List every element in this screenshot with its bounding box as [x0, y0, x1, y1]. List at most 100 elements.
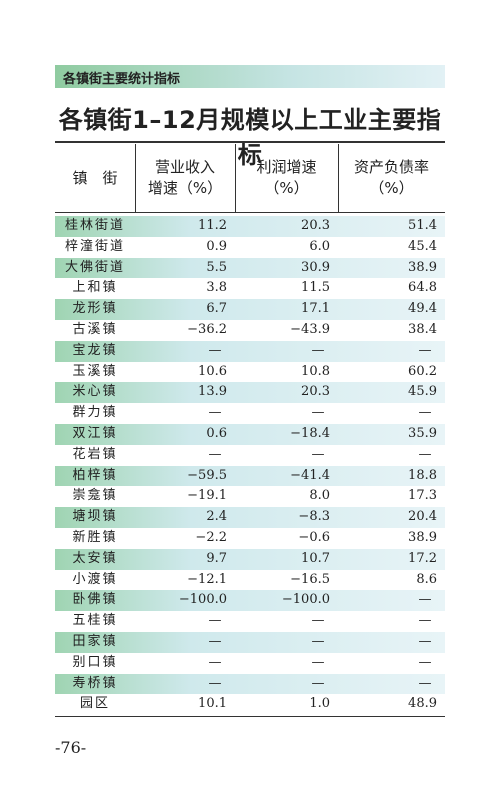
table-cell: −18.4	[290, 426, 330, 441]
table-row: 花岩镇 — — —	[55, 445, 445, 466]
table-cell: —	[208, 675, 222, 691]
table-cell: —	[311, 654, 325, 670]
table-row: 太安镇 9.7 10.7 17.2	[55, 548, 445, 570]
header-line: （%）	[264, 179, 309, 197]
table-row: 群力镇 — — —	[55, 403, 445, 424]
table-cell: —	[208, 654, 222, 670]
table-cell: −8.3	[298, 509, 330, 525]
table-cell: —	[418, 634, 432, 649]
table-row: 五桂镇 — — —	[55, 611, 445, 632]
table-cell: −0.6	[298, 530, 330, 545]
row-name: 小渡镇	[72, 571, 118, 587]
table-cell: 8.0	[309, 488, 330, 504]
row-name: 别口镇	[72, 654, 118, 670]
table-row: 别口镇 — — —	[55, 653, 445, 674]
table-cell: —	[418, 446, 432, 462]
table-cell: 45.4	[408, 238, 437, 254]
row-name: 龙形镇	[72, 301, 118, 317]
header-line: 营业收入	[154, 158, 215, 176]
table-cell: 20.3	[301, 218, 330, 233]
row-name: 双江镇	[72, 426, 118, 441]
table-cell: 35.9	[408, 426, 437, 441]
row-name: 崇龛镇	[72, 488, 118, 504]
row-name: 卧佛镇	[72, 592, 118, 608]
table-row: 小渡镇 −12.1 −16.5 8.6	[55, 570, 445, 591]
row-name: 新胜镇	[72, 530, 118, 545]
table-cell: 45.9	[408, 384, 437, 400]
table-title: 各镇街1–12月规模以上工业主要指标	[58, 106, 442, 169]
table-cell: —	[311, 634, 325, 649]
table-cell: —	[418, 342, 432, 358]
table-cell: —	[418, 592, 432, 608]
column-divider	[338, 144, 339, 212]
table-cell: —	[208, 342, 222, 358]
table-row: 龙形镇 6.7 17.1 49.4	[55, 299, 445, 320]
row-name: 大佛街道	[64, 259, 125, 275]
row-name: 玉溪镇	[72, 363, 118, 379]
table-cell: 3.8	[206, 280, 227, 296]
table-cell: 20.4	[408, 509, 437, 525]
table-cell: 38.9	[408, 259, 437, 275]
table-cell: 38.9	[408, 530, 437, 545]
header-rule	[55, 212, 445, 213]
column-header: 营业收入 增速（%）	[135, 144, 235, 212]
table-cell: —	[208, 446, 222, 462]
table-cell: 17.3	[408, 488, 437, 504]
table-cell: —	[208, 613, 222, 629]
table-cell: 13.9	[198, 384, 227, 400]
table-row: 卧佛镇 −100.0 −100.0 —	[55, 590, 445, 612]
table-cell: 17.1	[301, 301, 330, 317]
row-name: 五桂镇	[72, 613, 118, 629]
row-name: 桂林街道	[64, 218, 125, 233]
section-band: 各镇街主要统计指标	[55, 65, 445, 88]
column-divider	[235, 144, 236, 212]
row-name: 塘坝镇	[72, 509, 118, 525]
table-cell: −100.0	[281, 592, 330, 608]
table-cell: 48.9	[408, 696, 437, 712]
table-cell: 6.7	[206, 301, 227, 317]
table-cell: 18.8	[408, 467, 437, 483]
header-line: 利润增速	[256, 158, 317, 176]
table-cell: 64.8	[408, 280, 437, 296]
table-cell: −41.4	[290, 467, 330, 483]
table-cell: —	[418, 675, 432, 691]
row-name: 宝龙镇	[72, 342, 118, 358]
table-cell: 0.6	[206, 426, 227, 441]
table-cell: −59.5	[187, 467, 227, 483]
table-cell: 10.7	[301, 550, 330, 566]
table-cell: −43.9	[290, 322, 330, 337]
table-row: 塘坝镇 2.4 −8.3 20.4	[55, 507, 445, 528]
table-cell: 38.4	[408, 322, 437, 337]
row-name: 上和镇	[72, 280, 118, 296]
section-label: 各镇街主要统计指标	[63, 72, 181, 87]
table-row: 桂林街道 11.2 20.3 51.4	[55, 216, 445, 237]
header-line: 资产负债率	[353, 158, 429, 176]
row-name: 寿桥镇	[72, 675, 118, 691]
table-row: 米心镇 13.9 20.3 45.9	[55, 382, 445, 404]
table-row: 园区 10.1 1.0 48.9	[55, 694, 445, 715]
table-cell: —	[311, 613, 325, 629]
table-cell: −12.1	[187, 571, 227, 587]
column-header: 资产负债率 （%）	[338, 144, 445, 212]
table-row: 古溪镇 −36.2 −43.9 38.4	[55, 320, 445, 341]
table-cell: 49.4	[408, 301, 437, 317]
table-cell: 9.7	[206, 550, 227, 566]
table-bottom-rule	[55, 716, 445, 717]
table-row: 宝龙镇 — — —	[55, 340, 445, 362]
table-cell: —	[418, 654, 432, 670]
table-cell: —	[208, 405, 222, 421]
column-divider	[135, 144, 136, 212]
column-header: 利润增速 （%）	[235, 144, 338, 212]
row-name: 群力镇	[72, 405, 118, 421]
table-row: 玉溪镇 10.6 10.8 60.2	[55, 362, 445, 383]
table-cell: 10.8	[301, 363, 330, 379]
table-row: 大佛街道 5.5 30.9 38.9	[55, 257, 445, 279]
column-header: 镇 街	[55, 144, 135, 212]
table-row: 柏梓镇 −59.5 −41.4 18.8	[55, 465, 445, 487]
table-cell: 60.2	[408, 363, 437, 379]
table-cell: —	[311, 342, 325, 358]
table-cell: −19.1	[187, 488, 227, 504]
row-name: 古溪镇	[72, 322, 118, 337]
table-cell: 2.4	[206, 509, 227, 525]
